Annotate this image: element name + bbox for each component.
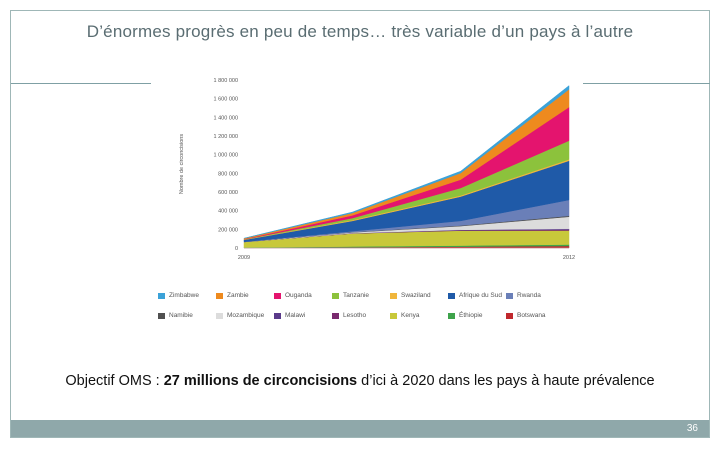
stacked-area-chart: 0 200 000 400 000 600 000 800 000 1 000 000 1 … <box>179 78 575 261</box>
legend-item: Swaziland <box>390 292 431 299</box>
legend-swatch <box>274 312 281 319</box>
objective-suffix: d’ici à 2020 dans les pays à haute préva… <box>357 373 655 389</box>
legend-label: Namibie <box>169 312 193 319</box>
legend-label: Éthiopie <box>459 312 483 319</box>
area-zimbabwe <box>243 85 570 239</box>
legend-label: Afrique du Sud <box>459 292 503 299</box>
legend-item: Namibie <box>158 312 193 319</box>
legend-label: Zimbabwe <box>169 292 199 299</box>
legend-label: Tanzanie <box>343 292 370 299</box>
y-tick-label: 0 <box>235 246 238 252</box>
y-tick-label: 1 600 000 <box>214 97 238 103</box>
legend-item: Rwanda <box>506 292 541 299</box>
legend-label: Malawi <box>285 312 306 319</box>
legend-swatch <box>506 312 513 319</box>
legend-label: Lesotho <box>343 312 367 319</box>
slide-title: D’énormes progrès en peu de temps… très … <box>86 22 634 41</box>
legend-swatch <box>158 312 165 319</box>
footer-bar <box>11 420 709 437</box>
y-tick-label: 1 200 000 <box>214 134 238 140</box>
legend-item: Éthiopie <box>448 312 483 319</box>
objective-text: Objectif OMS : 27 millions de circoncisi… <box>0 373 720 389</box>
legend-item: Mozambique <box>216 312 264 319</box>
legend-swatch <box>158 292 165 299</box>
legend-item: Malawi <box>274 312 305 319</box>
legend-swatch <box>448 312 455 319</box>
legend-label: Mozambique <box>227 312 265 319</box>
title-rule-right <box>583 83 710 84</box>
chart-container: 0 200 000 400 000 600 000 800 000 1 000 000 1 … <box>151 70 583 330</box>
x-tick-label: 2009 <box>238 255 250 261</box>
objective-prefix: Objectif OMS : <box>65 373 164 389</box>
legend-swatch <box>390 312 397 319</box>
legend-item: Tanzanie <box>332 292 369 299</box>
legend-swatch <box>506 292 513 299</box>
legend-item: Zimbabwe <box>158 292 199 299</box>
y-tick-label: 200 000 <box>218 227 238 233</box>
legend-label: Rwanda <box>517 292 541 299</box>
legend-swatch <box>216 312 223 319</box>
legend-item: Afrique du Sud <box>448 292 502 299</box>
y-tick-label: 600 000 <box>218 190 238 196</box>
y-tick-label: 800 000 <box>218 171 238 177</box>
slide-frame <box>10 10 710 438</box>
legend-item: Lesotho <box>332 312 366 319</box>
x-tick-label: 2012 <box>563 255 575 261</box>
y-tick-label: 1 400 000 <box>214 115 238 121</box>
legend-swatch <box>390 292 397 299</box>
legend-swatch <box>274 292 281 299</box>
y-axis-label: Nombre de circoncisions <box>179 134 185 194</box>
legend-swatch <box>332 292 339 299</box>
legend-label: Zambie <box>227 292 249 299</box>
objective-bold: 27 millions de circoncisions <box>163 373 358 389</box>
legend-swatch <box>216 292 223 299</box>
legend-item: Ouganda <box>274 292 312 299</box>
page-number: 36 <box>686 423 698 434</box>
legend-label: Kenya <box>401 312 420 319</box>
legend-label: Ouganda <box>285 292 312 299</box>
legend-label: Botswana <box>517 312 546 319</box>
legend-item: Zambie <box>216 292 249 299</box>
y-tick-label: 1 000 000 <box>214 153 238 159</box>
legend-item: Kenya <box>390 312 419 319</box>
title-rule-left <box>11 83 151 84</box>
legend-swatch <box>448 292 455 299</box>
legend-swatch <box>332 312 339 319</box>
legend-label: Swaziland <box>401 292 431 299</box>
legend-item: Botswana <box>506 312 546 319</box>
y-tick-label: 1 800 000 <box>214 78 238 84</box>
y-tick-label: 400 000 <box>218 209 238 215</box>
